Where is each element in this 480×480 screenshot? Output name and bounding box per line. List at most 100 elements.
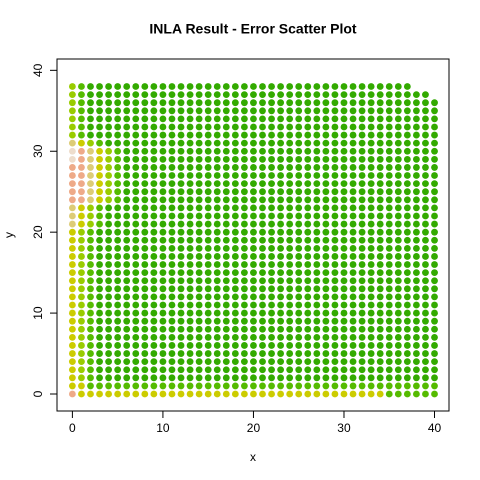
point [204,147,212,155]
point [322,309,330,317]
point [349,180,357,188]
point [277,301,285,309]
point [231,107,239,115]
point [313,107,321,115]
point [68,309,76,317]
point [78,317,85,325]
point [186,107,194,115]
point [132,188,140,196]
point [331,212,339,220]
point [132,220,140,228]
point [313,180,321,188]
point [114,228,122,236]
point [96,91,103,99]
point [222,342,230,349]
point [240,390,248,398]
point [204,325,212,333]
point [141,358,149,366]
point [376,139,384,147]
point [376,261,384,268]
point [96,317,103,325]
point [422,358,429,366]
point [195,269,203,277]
point [213,155,221,163]
point [114,261,122,268]
point [195,115,203,123]
point [114,390,122,398]
point [295,204,303,212]
point [132,293,140,301]
point [358,212,366,220]
point [195,342,203,349]
point [422,236,429,244]
point [159,204,167,212]
point [222,196,230,204]
point [322,99,330,107]
point [87,107,94,115]
point [259,358,266,366]
point [168,180,176,188]
point [250,342,257,349]
point [168,277,176,285]
point [96,358,103,366]
point [195,131,203,139]
point [259,172,266,179]
point [268,188,275,196]
point [422,301,429,309]
point [367,115,375,123]
point [123,228,131,236]
point [322,131,330,139]
point [195,244,203,252]
point [268,212,275,220]
point [114,325,122,333]
point [250,285,257,293]
point [403,204,411,212]
point [231,277,239,285]
point [340,212,348,220]
point [141,220,149,228]
point [358,236,366,244]
point [394,390,402,398]
point [358,277,366,285]
point [177,236,185,244]
point [114,253,122,260]
point [204,123,212,131]
point [403,147,411,155]
point [331,333,339,341]
point [204,253,212,260]
point [422,261,429,268]
point [358,115,366,123]
point [168,107,176,115]
point [114,285,122,293]
point [87,350,94,357]
point [105,325,113,333]
point [150,244,158,252]
point [195,325,203,333]
point [367,325,375,333]
point [132,390,140,398]
point [159,374,167,382]
point [286,188,294,196]
point [340,91,348,99]
point [358,317,366,325]
point [123,269,131,277]
point [367,342,375,349]
point [431,285,438,293]
point [277,342,285,349]
point [286,115,294,123]
point [358,366,366,374]
point [286,155,294,163]
point [403,342,411,349]
point [250,83,257,90]
point [358,228,366,236]
point [186,164,194,171]
point [123,358,131,366]
point [204,244,212,252]
point [394,317,402,325]
point [186,333,194,341]
point [277,333,285,341]
point [277,131,285,139]
point [105,228,113,236]
point [123,115,131,123]
